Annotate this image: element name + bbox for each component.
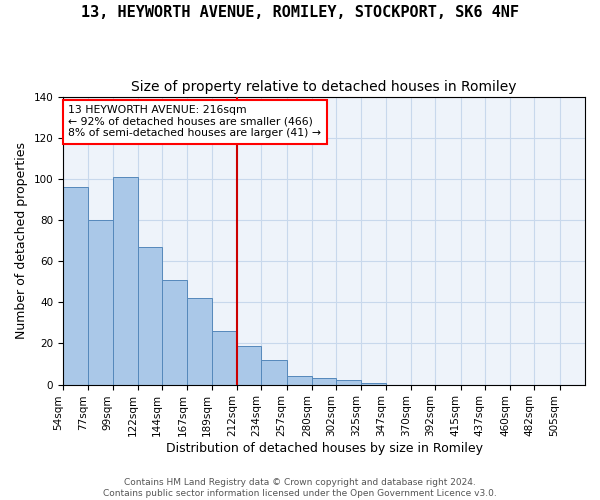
Bar xyxy=(287,376,312,384)
Title: Size of property relative to detached houses in Romiley: Size of property relative to detached ho… xyxy=(131,80,517,94)
Bar xyxy=(237,346,261,385)
Bar xyxy=(162,280,187,384)
Text: Contains HM Land Registry data © Crown copyright and database right 2024.
Contai: Contains HM Land Registry data © Crown c… xyxy=(103,478,497,498)
Bar xyxy=(336,380,361,384)
X-axis label: Distribution of detached houses by size in Romiley: Distribution of detached houses by size … xyxy=(166,442,482,455)
Bar xyxy=(88,220,113,384)
Text: 13 HEYWORTH AVENUE: 216sqm
← 92% of detached houses are smaller (466)
8% of semi: 13 HEYWORTH AVENUE: 216sqm ← 92% of deta… xyxy=(68,105,321,138)
Bar xyxy=(187,298,212,384)
Bar xyxy=(312,378,336,384)
Bar xyxy=(261,360,287,384)
Bar xyxy=(63,187,88,384)
Text: 13, HEYWORTH AVENUE, ROMILEY, STOCKPORT, SK6 4NF: 13, HEYWORTH AVENUE, ROMILEY, STOCKPORT,… xyxy=(81,5,519,20)
Bar xyxy=(361,382,386,384)
Bar xyxy=(138,246,162,384)
Bar xyxy=(212,331,237,384)
Bar xyxy=(113,177,138,384)
Y-axis label: Number of detached properties: Number of detached properties xyxy=(15,142,28,339)
